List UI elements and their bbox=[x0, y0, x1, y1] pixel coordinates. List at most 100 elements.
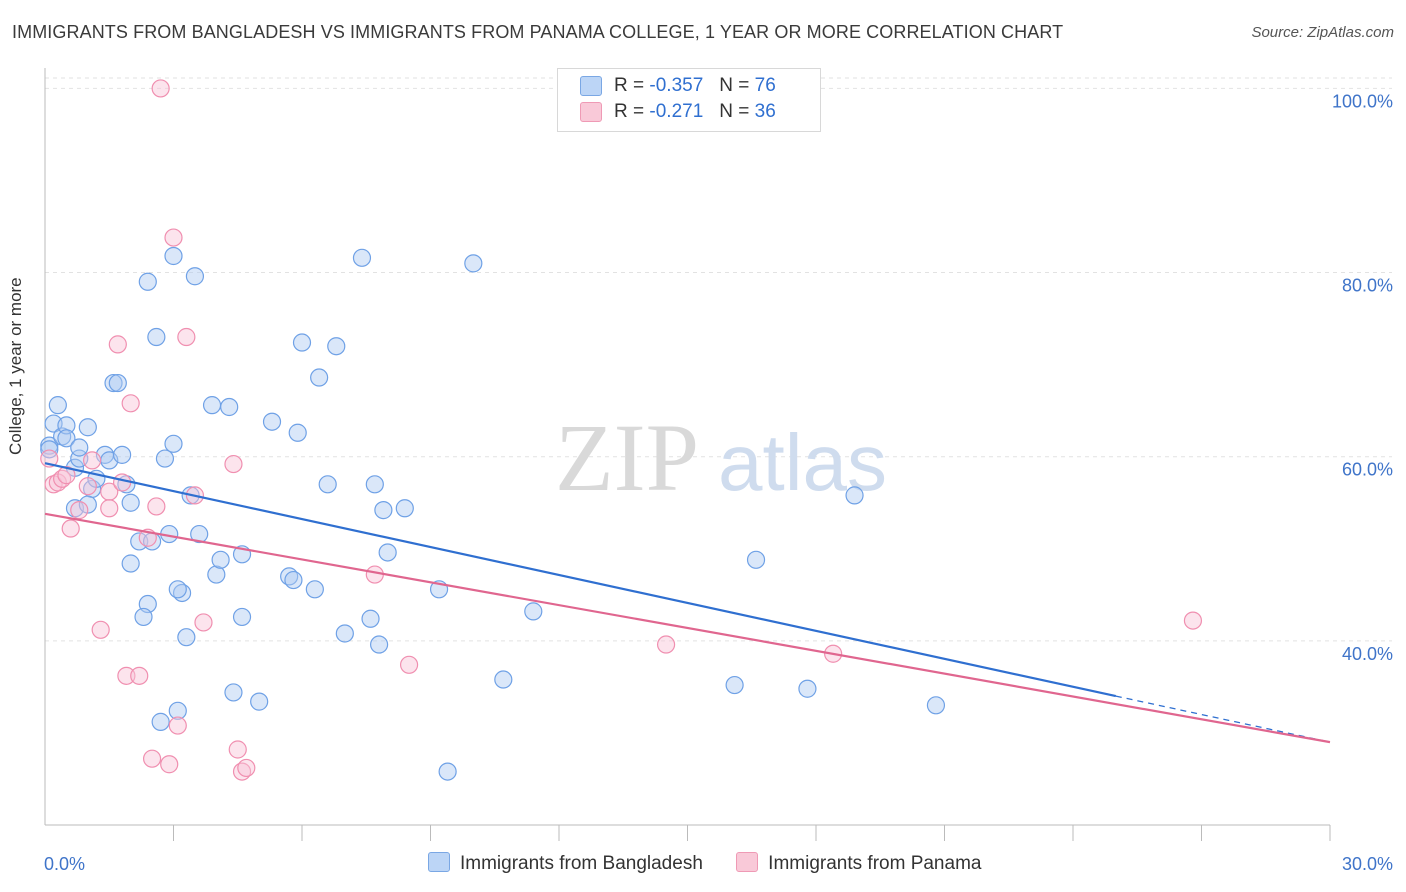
bangladesh-point bbox=[108, 373, 127, 393]
panama-point bbox=[78, 477, 97, 496]
bangladesh-point bbox=[374, 501, 393, 520]
panama-point bbox=[130, 666, 149, 685]
bangladesh-point bbox=[262, 412, 282, 431]
bangladesh-point bbox=[352, 248, 372, 267]
bangladesh-point bbox=[207, 565, 226, 584]
panama-point bbox=[70, 501, 89, 520]
bangladesh-point bbox=[138, 272, 157, 291]
bangladesh-point bbox=[70, 438, 89, 457]
bangladesh-point bbox=[524, 602, 543, 621]
panama-point bbox=[656, 635, 676, 654]
bangladesh-point bbox=[318, 475, 337, 494]
bangladesh-trend-extension bbox=[1115, 695, 1331, 743]
bangladesh-point bbox=[134, 607, 153, 627]
chart-source: Source: ZipAtlas.com bbox=[1251, 24, 1394, 41]
bangladesh-point bbox=[168, 580, 187, 599]
panama-point bbox=[121, 394, 140, 413]
n-value-panama: 36 bbox=[754, 101, 776, 122]
r-value-bangladesh: -0.357 bbox=[649, 75, 704, 96]
n-label: N = bbox=[719, 101, 750, 122]
bangladesh-point bbox=[211, 550, 230, 569]
bangladesh-point bbox=[202, 396, 222, 415]
bangladesh-point bbox=[926, 696, 946, 715]
bangladesh-point bbox=[288, 423, 307, 442]
bangladesh-point bbox=[370, 635, 389, 654]
bangladesh-trend-line bbox=[44, 462, 1117, 698]
bangladesh-point bbox=[250, 692, 269, 711]
watermark-atlas: atlas bbox=[718, 418, 887, 507]
panama-point bbox=[147, 497, 166, 516]
panama-point bbox=[168, 716, 187, 735]
panama-point bbox=[91, 620, 110, 639]
bangladesh-point bbox=[121, 493, 140, 512]
bangladesh-point bbox=[121, 554, 140, 573]
x-tick-labels: 0.0% 30.0% bbox=[44, 854, 1393, 874]
bangladesh-point bbox=[232, 607, 252, 627]
panama-point bbox=[61, 519, 80, 538]
bangladesh-point bbox=[725, 675, 744, 695]
r-label: R = bbox=[614, 75, 645, 96]
legend-item-bangladesh[interactable]: Immigrants from Bangladesh bbox=[428, 852, 703, 875]
panama-point bbox=[399, 655, 419, 674]
bangladesh-point bbox=[746, 550, 766, 569]
panama-point bbox=[164, 228, 183, 247]
panama-points bbox=[40, 79, 1203, 781]
y-tick-label: 60.0% bbox=[1342, 460, 1393, 480]
bangladesh-point bbox=[57, 416, 76, 435]
r-label: R = bbox=[614, 101, 645, 122]
panama-point bbox=[57, 466, 76, 485]
panama-point bbox=[142, 749, 162, 768]
series-legend: Immigrants from Bangladesh Immigrants fr… bbox=[428, 852, 1009, 875]
bangladesh-points bbox=[40, 246, 946, 781]
axes bbox=[44, 68, 1331, 841]
panama-point bbox=[237, 758, 256, 778]
bangladesh-point bbox=[48, 396, 67, 415]
y-tick-labels: 40.0% 60.0% 80.0% 100.0% bbox=[1332, 91, 1393, 663]
panama-point bbox=[112, 473, 132, 492]
panama-point bbox=[117, 666, 136, 685]
bangladesh-point bbox=[494, 670, 513, 689]
bangladesh-point bbox=[57, 429, 76, 448]
legend-label-panama: Immigrants from Panama bbox=[768, 853, 982, 874]
panama-legend-swatch bbox=[736, 852, 759, 872]
panama-point bbox=[160, 755, 179, 774]
panama-point bbox=[194, 613, 213, 632]
x-tick-label: 30.0% bbox=[1342, 854, 1393, 874]
trend-lines bbox=[44, 462, 1331, 744]
bangladesh-swatch bbox=[580, 75, 602, 96]
bangladesh-point bbox=[845, 486, 864, 505]
panama-point bbox=[83, 451, 102, 470]
panama-point bbox=[224, 454, 243, 474]
bangladesh-point bbox=[190, 524, 209, 544]
panama-trend-line bbox=[44, 512, 1331, 744]
bangladesh-point bbox=[104, 373, 123, 393]
x-tick-label: 0.0% bbox=[44, 854, 85, 874]
n-label: N = bbox=[719, 75, 750, 96]
bangladesh-point bbox=[151, 712, 170, 731]
bangladesh-legend-swatch bbox=[428, 852, 450, 872]
bangladesh-point bbox=[220, 397, 239, 417]
panama-swatch bbox=[580, 101, 602, 122]
bangladesh-point bbox=[464, 254, 483, 273]
bangladesh-point bbox=[378, 543, 397, 562]
bangladesh-point bbox=[361, 609, 380, 628]
y-tick-label: 100.0% bbox=[1332, 91, 1393, 111]
y-tick-label: 40.0% bbox=[1342, 644, 1393, 664]
bangladesh-point bbox=[78, 418, 97, 437]
bangladesh-point bbox=[305, 580, 324, 599]
chart-title: IMMIGRANTS FROM BANGLADESH VS IMMIGRANTS… bbox=[12, 22, 1064, 42]
panama-point bbox=[100, 499, 119, 518]
bangladesh-point bbox=[164, 246, 183, 266]
bangladesh-point bbox=[365, 475, 384, 494]
bangladesh-point bbox=[177, 628, 196, 647]
watermark-zip: ZIP bbox=[555, 404, 699, 511]
bangladesh-point bbox=[112, 445, 132, 464]
panama-point bbox=[151, 79, 170, 98]
legend-item-panama[interactable]: Immigrants from Panama bbox=[736, 852, 981, 875]
bangladesh-point bbox=[310, 368, 329, 387]
panama-point bbox=[1183, 611, 1203, 630]
n-value-bangladesh: 76 bbox=[754, 75, 776, 96]
bangladesh-point bbox=[224, 683, 243, 702]
y-tick-label: 80.0% bbox=[1342, 276, 1393, 296]
